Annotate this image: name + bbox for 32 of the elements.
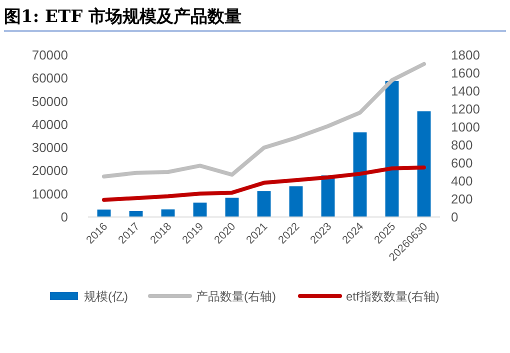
chart-title: 图1: ETF 市场规模及产品数量 <box>4 7 242 27</box>
legend-label: etf指数数量(右轴) <box>346 290 440 304</box>
y-tick-label: 10000 <box>32 186 68 202</box>
line-series <box>102 62 426 178</box>
bar <box>225 198 239 217</box>
y-tick-label: 30000 <box>32 140 68 156</box>
y-tick-label: 20000 <box>32 163 68 178</box>
y2-tick-label: 600 <box>451 156 473 170</box>
bar <box>417 111 431 217</box>
bar <box>289 186 303 217</box>
bar <box>353 132 367 217</box>
y2-tick-label: 0 <box>451 210 458 224</box>
y2-tick-label: 1200 <box>451 102 480 116</box>
y-tick-label: 70000 <box>32 48 68 62</box>
y2-tick-label: 1000 <box>451 120 480 134</box>
line-series <box>102 166 426 202</box>
legend-label: 规模(亿) <box>84 290 128 304</box>
bar <box>385 80 399 217</box>
y2-tick-label: 1800 <box>451 48 480 62</box>
y-tick-label: 40000 <box>32 116 68 132</box>
y2-tick-label: 800 <box>451 138 473 152</box>
legend-label: 产品数量(右轴) <box>196 290 276 304</box>
bar <box>97 210 111 217</box>
y-tick-label: 60000 <box>32 70 68 86</box>
bar <box>193 202 207 217</box>
y2-tick-label: 200 <box>451 192 473 206</box>
y-tick-label: 50000 <box>32 94 68 109</box>
y2-tick-label: 1400 <box>451 84 480 98</box>
y2-tick-label: 400 <box>451 174 473 188</box>
y-tick-label: 0 <box>60 210 68 224</box>
bar <box>257 191 271 217</box>
y2-tick-label: 1600 <box>451 66 480 80</box>
